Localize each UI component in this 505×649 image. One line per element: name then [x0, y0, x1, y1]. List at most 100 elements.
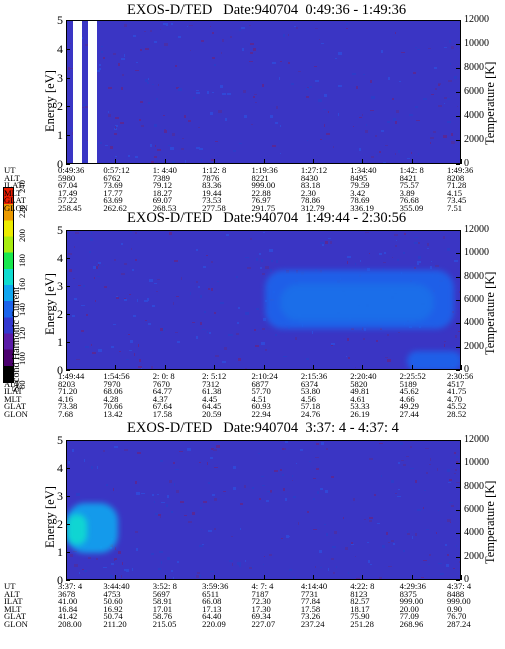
- noise-cell: [370, 155, 375, 158]
- noise-cell: [120, 57, 125, 60]
- noise-cell: [402, 252, 406, 254]
- noise-cell: [153, 500, 155, 503]
- noise-cell: [154, 144, 157, 148]
- noise-cell: [199, 295, 202, 299]
- noise-cell: [263, 231, 266, 234]
- noise-cell: [271, 369, 273, 370]
- noise-cell: [428, 554, 431, 557]
- noise-cell: [417, 262, 419, 265]
- noise-cell: [82, 104, 86, 107]
- ephemeris-value: 41.42: [58, 611, 78, 622]
- noise-cell: [355, 366, 357, 369]
- noise-cell: [260, 258, 264, 262]
- noise-cell: [144, 300, 149, 302]
- noise-cell: [450, 141, 455, 144]
- noise-cell: [110, 575, 113, 578]
- noise-cell: [207, 481, 210, 485]
- energy-tick: [66, 164, 70, 165]
- ephemeris-row-label: UT: [4, 371, 16, 381]
- noise-cell: [456, 105, 458, 108]
- noise-cell: [437, 84, 440, 87]
- noise-cell: [76, 358, 81, 361]
- ephemeris-value: 6762: [103, 172, 121, 183]
- ephemeris-value: 4.15: [447, 187, 463, 198]
- ephemeris-value: 64.77: [152, 386, 173, 397]
- noise-cell: [322, 108, 327, 111]
- noise-cell: [430, 266, 433, 270]
- noise-cell: [120, 575, 122, 578]
- noise-cell: [306, 86, 311, 89]
- noise-cell: [260, 342, 265, 345]
- time-tick: [411, 159, 413, 164]
- ephemeris-value: 72.30: [251, 596, 271, 607]
- noise-cell: [449, 40, 452, 43]
- temperature-tick-label: 0: [464, 158, 469, 169]
- temperature-tick-label: 12000: [464, 14, 489, 25]
- temperature-tick: [456, 253, 460, 255]
- noise-cell: [293, 26, 296, 28]
- noise-cell: [123, 569, 127, 572]
- noise-cell: [409, 446, 412, 448]
- noise-cell: [324, 523, 327, 526]
- noise-cell: [210, 288, 213, 291]
- energy-tick-label: 4: [57, 251, 63, 265]
- noise-cell: [400, 460, 405, 462]
- noise-cell: [196, 571, 200, 575]
- noise-cell: [81, 305, 85, 307]
- time-tick: [461, 575, 462, 580]
- energy-tick-label: 5: [57, 433, 63, 447]
- noise-cell: [375, 135, 377, 138]
- noise-cell: [423, 97, 427, 101]
- noise-cell: [230, 36, 233, 38]
- noise-cell: [322, 243, 325, 246]
- ephemeris-value: 2:25:52: [399, 371, 426, 381]
- noise-cell: [220, 51, 223, 55]
- energy-tick-label: 1: [57, 335, 63, 349]
- energy-tick-label: 0: [57, 363, 63, 377]
- ephemeris-row-label: ALT: [4, 172, 20, 183]
- noise-cell: [123, 299, 127, 301]
- noise-cell: [398, 80, 401, 82]
- noise-cell: [177, 341, 180, 344]
- noise-cell: [136, 492, 140, 495]
- noise-cell: [414, 105, 419, 108]
- noise-cell: [258, 497, 262, 501]
- temperature-tick-label: 10000: [464, 457, 489, 469]
- noise-cell: [269, 115, 273, 119]
- noise-cell: [149, 144, 152, 147]
- ephemeris-value: 50.60: [103, 596, 123, 607]
- noise-cell: [369, 458, 373, 461]
- ephemeris-value: 57.18: [300, 401, 321, 412]
- noise-cell: [318, 39, 320, 41]
- colorbar-tick-label: 200: [17, 229, 27, 242]
- temperature-tick: [456, 463, 460, 465]
- temperature-tick-label: 0: [464, 364, 469, 375]
- noise-cell: [324, 124, 326, 127]
- noise-cell: [449, 501, 453, 504]
- noise-cell: [436, 468, 438, 471]
- time-tick: [214, 159, 216, 164]
- noise-cell: [430, 260, 432, 263]
- noise-cell: [214, 497, 218, 501]
- noise-cell: [255, 345, 259, 347]
- noise-cell: [351, 543, 354, 546]
- noise-cell: [208, 288, 211, 290]
- temperature-tick: [456, 20, 460, 21]
- noise-cell: [221, 39, 225, 42]
- noise-cell: [176, 295, 179, 298]
- time-tick: [164, 575, 166, 580]
- noise-cell: [253, 93, 257, 96]
- ephemeris-value: 7187: [251, 588, 269, 599]
- noise-cell: [429, 142, 432, 144]
- ephemeris-value: 4:37: 4: [447, 581, 472, 591]
- ephemeris-value: 17.58: [300, 603, 321, 614]
- energy-tick: [66, 314, 70, 315]
- noise-cell: [319, 488, 323, 490]
- ephemeris-value: 16.92: [103, 603, 123, 614]
- noise-cell: [138, 119, 142, 121]
- time-tick: [214, 365, 216, 370]
- noise-cell: [181, 137, 185, 140]
- ephemeris-value: 17.01: [152, 603, 173, 614]
- ephemeris-value: 0:49:36: [58, 165, 85, 175]
- noise-cell: [406, 455, 410, 458]
